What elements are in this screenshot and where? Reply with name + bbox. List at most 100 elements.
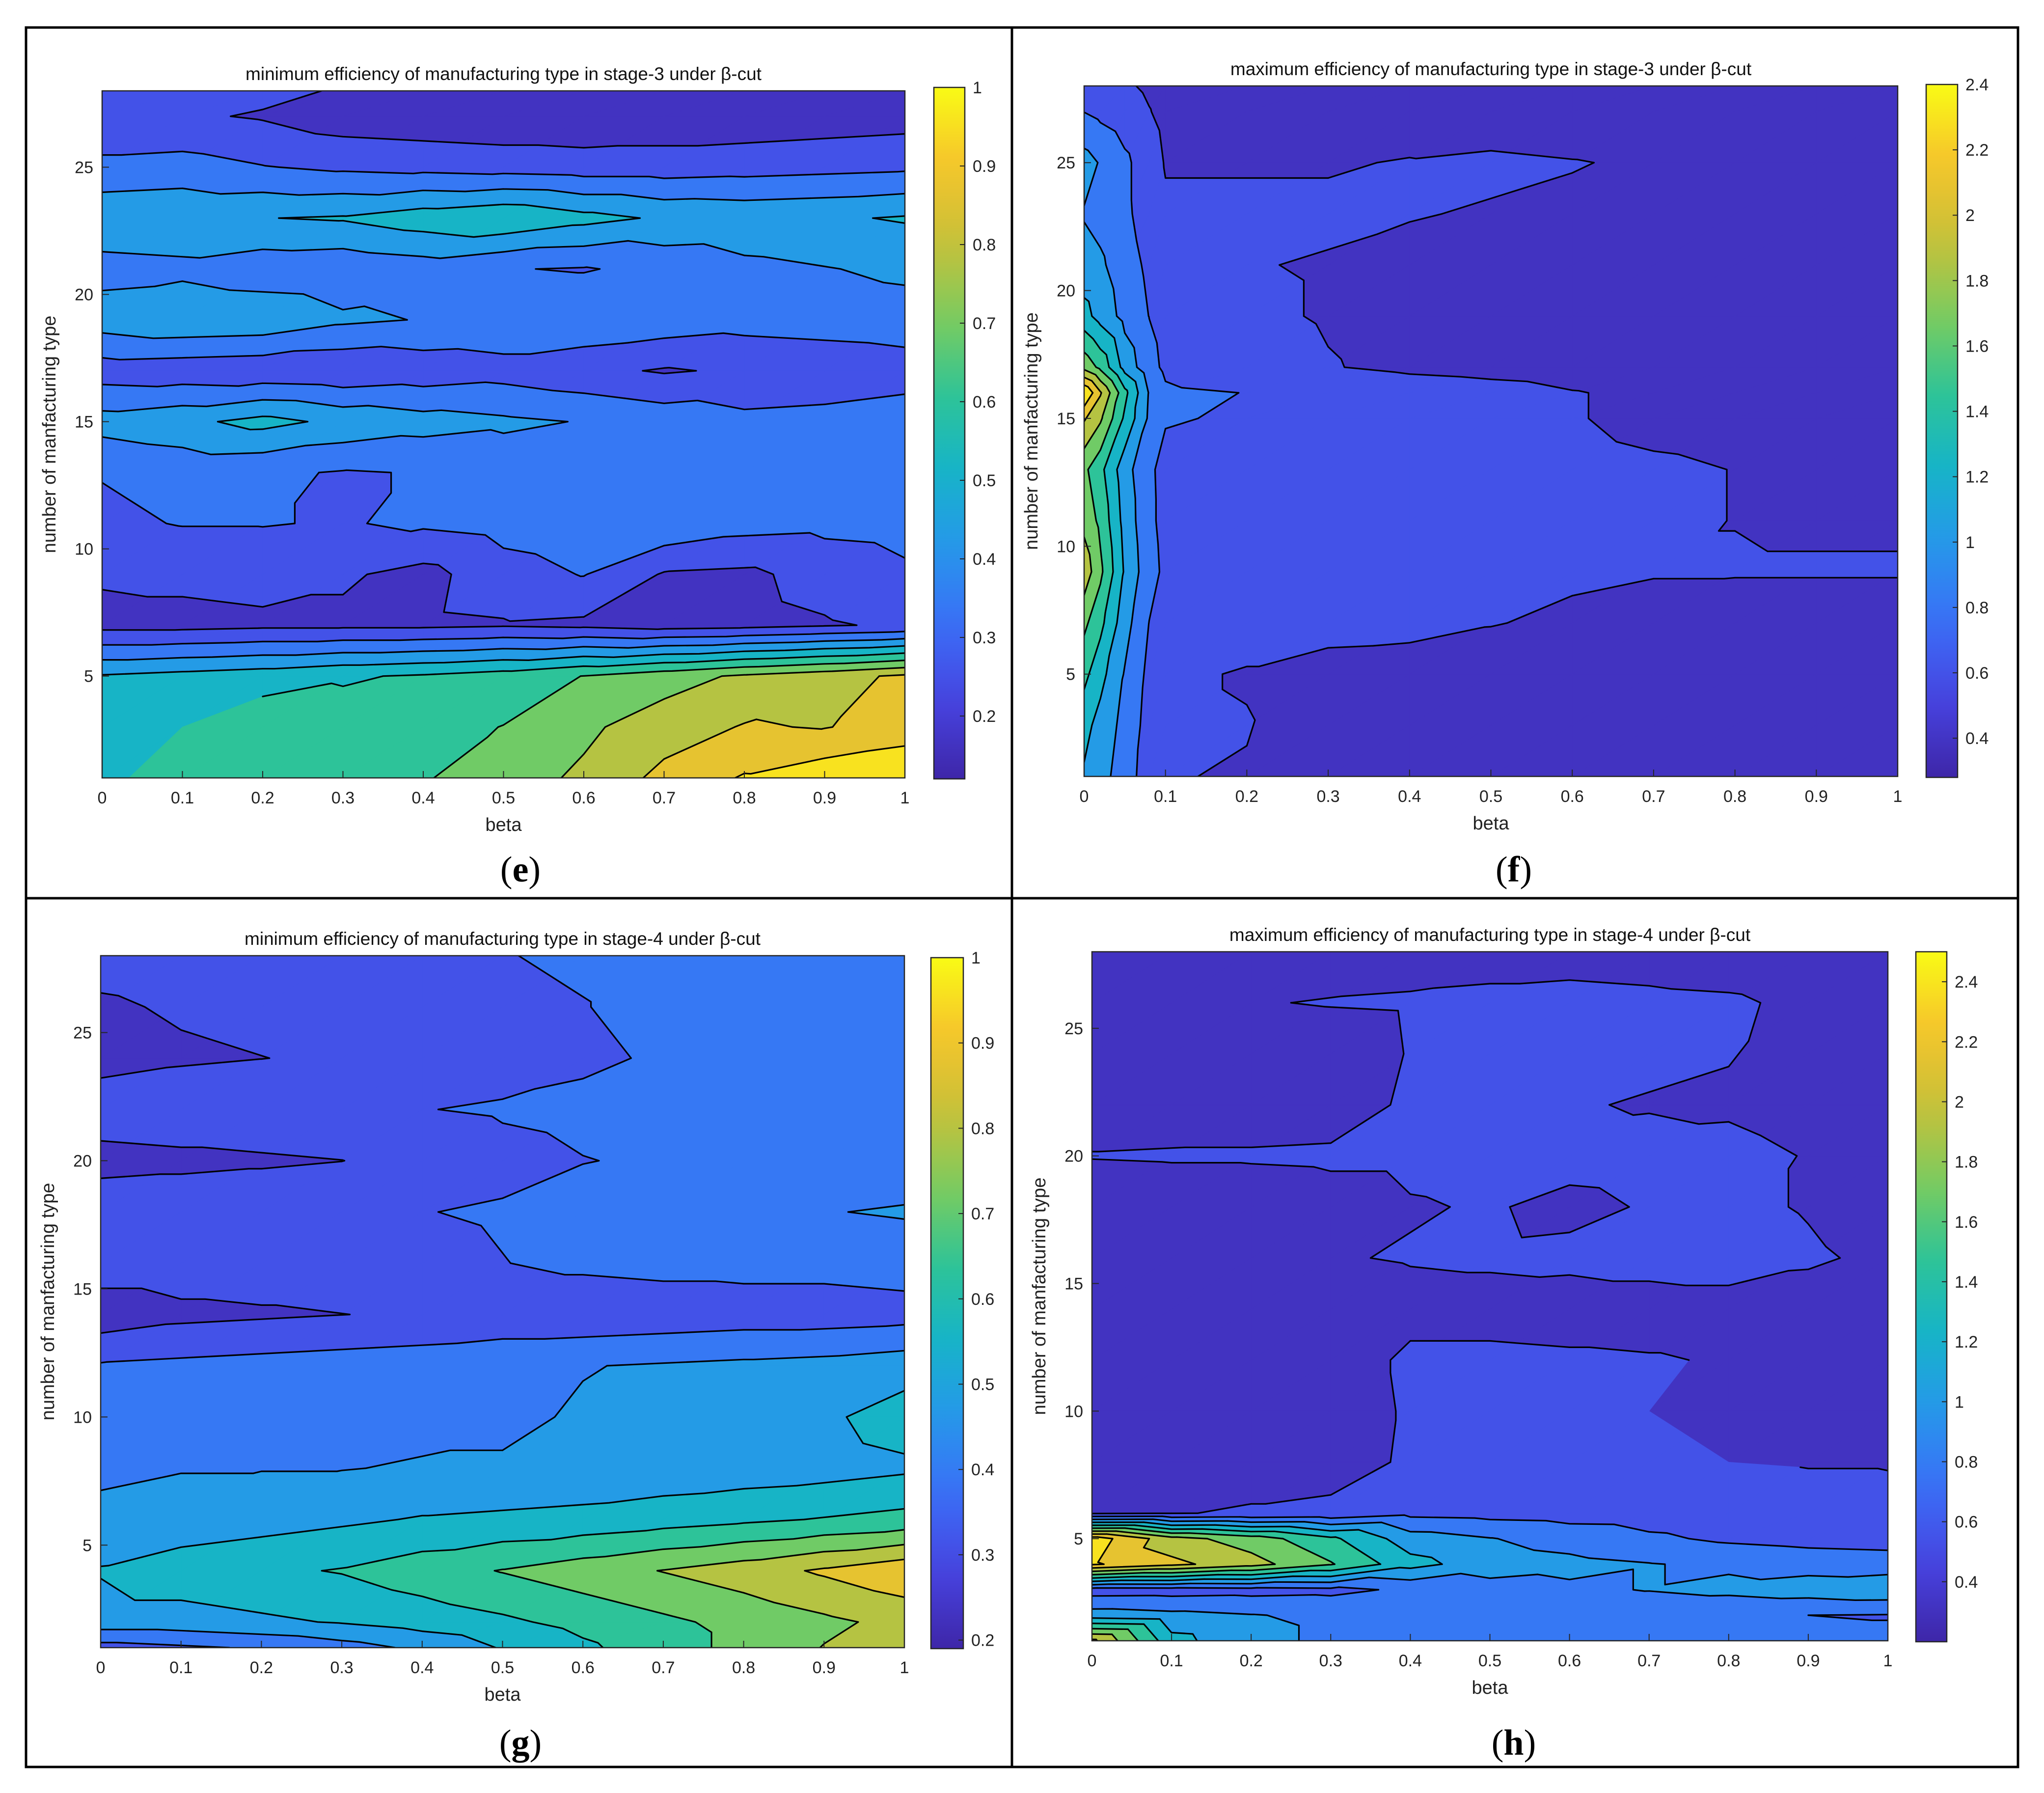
panel-label-close-paren: ): [1520, 850, 1532, 890]
contour-line: [656, 1544, 904, 1648]
x-tick-label: 1: [1883, 1652, 1893, 1670]
contour-line: [1092, 1527, 1335, 1641]
x-tick-label: 0.8: [732, 1658, 755, 1677]
x-tick-label: 0.8: [1723, 787, 1746, 806]
contour-line: [101, 956, 904, 1648]
contour-line: [1135, 86, 1898, 776]
colorbar-tick-label: 2.4: [1965, 76, 1989, 94]
y-tick-label: 5: [1074, 1530, 1083, 1548]
contour-line: [1092, 1536, 1114, 1566]
panel-label-close-paren: ): [1524, 1723, 1536, 1763]
colorbar-tick-label: 0.6: [1955, 1513, 1978, 1532]
x-tick-label: 0.7: [652, 1658, 675, 1677]
x-tick-label: 1: [900, 789, 910, 807]
contour-line: [804, 1558, 904, 1598]
panel-label-letter: f: [1508, 850, 1521, 890]
x-tick-label: 0.6: [1558, 1652, 1581, 1670]
x-tick-label: 0.5: [491, 1658, 514, 1677]
contour-line: [1092, 1514, 1888, 1621]
colorbar-tick-label: 1: [973, 79, 982, 97]
y-tick-label: 10: [73, 1408, 92, 1427]
contour-line: [1084, 330, 1129, 690]
x-axis-label: beta: [485, 1684, 521, 1705]
x-tick-label: 0.5: [492, 789, 515, 807]
x-tick-label: 0.4: [1399, 1652, 1422, 1670]
colorbar-tick-label: 0.8: [1965, 599, 1989, 617]
y-tick-label: 25: [75, 158, 93, 177]
x-axis: 0 0.1 0.2 0.3 0.4 0.5 0.6 0.7 0.8 0.9 1 beta: [98, 771, 910, 835]
x-tick-label: 0.2: [251, 789, 274, 807]
colorbar-tick-label: 0.4: [973, 550, 996, 569]
colorbar-tick-label: 1.6: [1955, 1213, 1978, 1232]
y-tick-label: 5: [1066, 665, 1075, 684]
x-tick-label: 0: [1088, 1652, 1097, 1670]
x-axis-label: beta: [1473, 813, 1510, 834]
y-tick-label: 25: [1064, 1020, 1083, 1038]
x-tick-label: 0.7: [653, 789, 676, 807]
x-axis: 0 0.1 0.2 0.3 0.4 0.5 0.6 0.7 0.8 0.9 1 beta: [1088, 1634, 1893, 1698]
contour-line: [1084, 297, 1139, 763]
colorbar: 0.2 0.3 0.4 0.5 0.6 0.7 0.8 0.9 1: [930, 949, 994, 1650]
contour-field: [1092, 952, 1888, 1641]
y-tick-label: 10: [75, 540, 93, 559]
colorbar-tick-label: 0.2: [971, 1631, 994, 1650]
contour-line: [560, 666, 905, 778]
contour-line: [1084, 351, 1119, 636]
contour-field: [1084, 86, 1898, 776]
colorbar-tick-label: 2: [1955, 1093, 1964, 1111]
colorbar-tick-label: 1.4: [1965, 403, 1989, 421]
contour-field: [102, 91, 905, 778]
y-tick-label: 20: [1057, 282, 1075, 301]
colorbar-tick-label: 0.8: [973, 236, 996, 254]
x-tick-label: 0.5: [1478, 1652, 1501, 1670]
x-axis: 0 0.1 0.2 0.3 0.4 0.5 0.6 0.7 0.8 0.9 1 beta: [1080, 770, 1902, 834]
y-axis-label: number of manfacturing type: [38, 1183, 58, 1421]
contour-line: [1084, 147, 1149, 776]
colorbar-tick-label: 0.5: [971, 1376, 994, 1394]
colorbar-tick-label: 0.5: [973, 471, 996, 490]
panel-label-letter: g: [512, 1723, 530, 1763]
colorbar-tick-label: 0.4: [971, 1461, 994, 1479]
colorbar-tick-label: 0.7: [971, 1205, 994, 1223]
colorbar-gradient: [930, 957, 964, 1650]
x-axis: 0 0.1 0.2 0.3 0.4 0.5 0.6 0.7 0.8 0.9 1 beta: [96, 1641, 909, 1705]
colorbar-tick-label: 1.8: [1965, 272, 1989, 290]
panel-label-open-paren: (: [1496, 850, 1508, 890]
x-tick-label: 0.1: [1154, 787, 1177, 806]
y-tick-label: 15: [75, 413, 93, 432]
colorbar: 0.4 0.6 0.8 1 1.2 1.4 1.6 1.8 2 2.2 2.4: [1925, 76, 1989, 778]
x-tick-label: 0.6: [1561, 787, 1584, 806]
colorbar-tick-label: 1.4: [1955, 1273, 1978, 1292]
y-tick-label: 25: [1057, 154, 1075, 172]
x-tick-label: 0.9: [1805, 787, 1828, 806]
x-tick-label: 0.8: [1717, 1652, 1740, 1670]
colorbar-tick-label: 0.6: [971, 1290, 994, 1309]
panel-label-close-paren: ): [528, 850, 541, 890]
panel-label: (f): [1496, 850, 1532, 890]
x-tick-label: 0.4: [1398, 787, 1421, 806]
contour-line: [1084, 384, 1094, 408]
contour-line: [1092, 1518, 1888, 1641]
colorbar-tick-label: 0.3: [973, 629, 996, 647]
panel-label-close-paren: ): [530, 1723, 542, 1763]
chart-panel-e: minimum efficiency of manufacturing type…: [39, 64, 996, 890]
contour-band: [804, 1559, 904, 1598]
y-tick-label: 5: [84, 667, 93, 686]
colorbar-tick-label: 0.3: [971, 1546, 994, 1565]
y-axis: 5 10 15 20 25 number of manfacturing type: [39, 158, 109, 686]
colorbar-tick-label: 0.8: [971, 1119, 994, 1138]
chart-panel-h: maximum efficiency of manufacturing type…: [1029, 925, 1978, 1763]
x-tick-label: 0.9: [1797, 1652, 1820, 1670]
panel-label-letter: e: [513, 850, 529, 890]
contour-line: [734, 745, 905, 778]
panel-label-open-paren: (: [499, 1723, 512, 1763]
colorbar-tick-label: 0.6: [1965, 664, 1989, 683]
contour-line: [1084, 376, 1102, 422]
panel-label-open-paren: (: [1492, 1723, 1504, 1763]
y-tick-label: 20: [75, 286, 93, 304]
contour-line: [321, 1508, 904, 1648]
y-tick-label: 10: [1064, 1402, 1083, 1421]
x-axis-label: beta: [1472, 1678, 1509, 1698]
y-tick-label: 25: [73, 1024, 92, 1043]
